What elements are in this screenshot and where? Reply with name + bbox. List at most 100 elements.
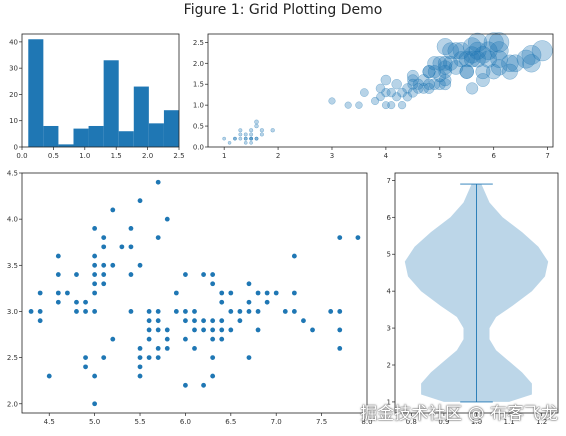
bubble-x-tick-label: 5 — [438, 152, 442, 160]
bubble-point — [227, 141, 232, 145]
scatter-y-tick-label: 2.5 — [7, 354, 18, 362]
scatter-point — [210, 272, 216, 277]
bubble-point — [397, 101, 407, 110]
scatter-point — [192, 318, 197, 324]
scatter-axes-frame — [21, 172, 368, 414]
scatter-point — [228, 309, 234, 314]
violin-y-tick-label: 7 — [387, 177, 391, 185]
violin-y-tick-label: 2 — [387, 362, 391, 370]
scatter-x-tick-label: 7.5 — [316, 418, 327, 426]
scatter-point — [137, 345, 143, 351]
histogram-x-tick-label: 1.5 — [111, 152, 122, 160]
scatter-point — [155, 327, 161, 333]
scatter-point — [55, 253, 61, 259]
scatter-y-tick-label: 4.0 — [7, 216, 18, 224]
scatter-point — [101, 272, 107, 277]
scatter-point — [101, 235, 107, 241]
scatter-point — [337, 327, 343, 333]
histogram-x-tick-label: 0.5 — [48, 152, 59, 160]
bubble-point — [443, 55, 459, 71]
bubble-point — [402, 92, 413, 102]
bubble-point — [254, 119, 259, 125]
scatter-point — [192, 327, 197, 333]
scatter-point — [155, 179, 161, 185]
scatter-point — [201, 327, 206, 333]
scatter-point — [74, 309, 79, 314]
scatter-x-tick-label: 4.5 — [44, 418, 55, 426]
scatter-point — [355, 235, 361, 241]
scatter-point — [37, 290, 43, 296]
bubble-point — [422, 65, 436, 79]
scatter-point — [164, 336, 170, 342]
scatter-point — [101, 355, 107, 361]
scatter-point — [92, 290, 98, 296]
scatter-point — [110, 262, 116, 268]
scatter-point — [128, 272, 134, 277]
scatter-x-tick-label: 5.5 — [134, 418, 145, 426]
scatter-point — [183, 336, 188, 342]
scatter-point — [219, 336, 225, 342]
bubble-point — [249, 132, 254, 137]
bubble-y-tick-label: 1.5 — [193, 81, 204, 89]
scatter-point — [264, 290, 270, 296]
scatter-point — [183, 318, 188, 324]
bubble-x-tick-label: 4 — [384, 152, 389, 160]
bubble-point — [238, 132, 243, 137]
violin-y-tick-label: 6 — [387, 214, 392, 222]
histogram-plot: 0.0 0.5 1.0 1.5 2.0 2.5 0 10 20 30 40 — [9, 33, 185, 160]
violin-y-tick-label: 3 — [387, 325, 391, 333]
histogram-bar — [28, 39, 44, 147]
scatter-point — [92, 225, 98, 231]
scatter-point — [183, 382, 188, 388]
scatter-point — [128, 309, 134, 314]
scatter-point — [273, 290, 279, 296]
histogram-bar — [43, 125, 59, 147]
bubble-point — [463, 46, 481, 64]
scatter-point — [183, 272, 188, 277]
scatter-point — [255, 327, 261, 333]
scatter-point — [83, 364, 88, 370]
scatter-point — [146, 327, 152, 333]
scatter-point — [137, 262, 143, 268]
bubble-point — [476, 73, 490, 87]
bubble-y-tick-label: 1.0 — [193, 102, 204, 110]
bubble-point — [259, 132, 264, 137]
scatter-point — [155, 345, 161, 351]
scatter-point — [255, 309, 261, 314]
bubble-x-tick-label: 3 — [330, 152, 334, 160]
bubble-point — [270, 128, 275, 133]
scatter-point — [128, 244, 134, 250]
bubble-point — [233, 136, 237, 141]
bubble-point — [254, 136, 259, 141]
scatter-point — [155, 318, 161, 324]
scatter-point — [92, 281, 98, 287]
scatter-point — [337, 235, 343, 241]
bubble-point — [387, 101, 396, 110]
scatter-point — [282, 309, 288, 314]
scatter-point — [219, 318, 225, 324]
bubble-point — [486, 63, 502, 80]
scatter-point — [201, 272, 206, 277]
scatter-point — [328, 309, 334, 314]
scatter-point — [146, 355, 152, 361]
scatter-point — [228, 327, 234, 333]
bubble-point — [467, 32, 488, 52]
bubble-point — [522, 54, 541, 73]
bubble-point — [531, 40, 553, 62]
scatter-point — [264, 299, 270, 305]
bubble-point — [381, 87, 391, 98]
scatter-point — [210, 327, 216, 333]
histogram-bar — [58, 144, 74, 147]
scatter-point — [155, 235, 161, 241]
bubble-point — [380, 74, 392, 86]
bubble-point — [521, 45, 542, 65]
bubble-point — [259, 128, 265, 133]
scatter-x-tick-label: 6.0 — [180, 418, 191, 426]
bubble-point — [438, 64, 452, 79]
scatter-point — [55, 290, 61, 296]
scatter-point — [101, 281, 107, 287]
scatter-point — [201, 382, 206, 388]
violin-x-tick-label: 0.9 — [438, 418, 449, 426]
histogram-bar — [88, 125, 104, 147]
bubble-point — [238, 128, 243, 133]
